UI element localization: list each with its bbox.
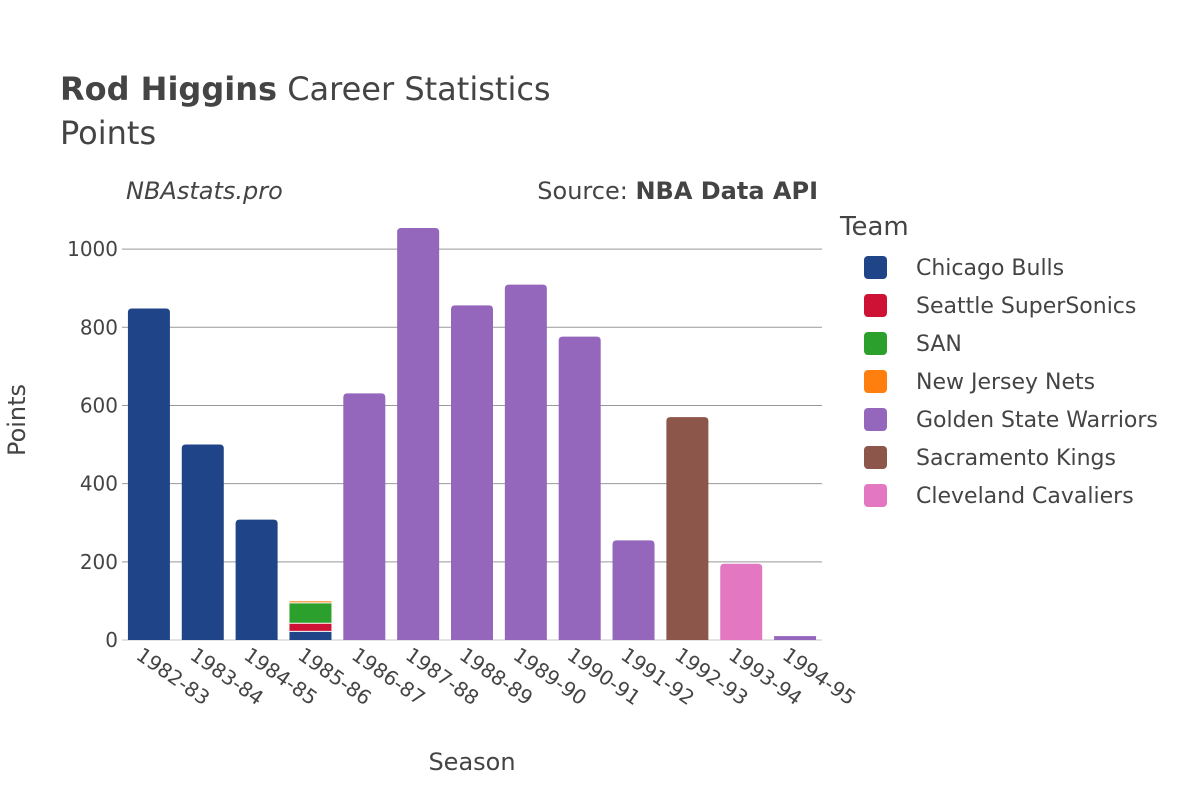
bar-1985-86-chicago-bulls[interactable]: [289, 631, 332, 640]
legend-item-label[interactable]: Sacramento Kings: [916, 446, 1116, 471]
chart-title-rest: Career Statistics: [277, 70, 551, 108]
bar-1985-86-san[interactable]: [289, 602, 332, 624]
bar-1986-87-golden-state-warriors[interactable]: [343, 393, 386, 640]
y-tick-label: 1000: [67, 237, 118, 261]
bar-1987-88-golden-state-warriors[interactable]: [397, 227, 440, 640]
bar-1992-93-sacramento-kings[interactable]: [666, 417, 709, 640]
legend-item-label[interactable]: Golden State Warriors: [916, 408, 1158, 433]
legend-item-label[interactable]: New Jersey Nets: [916, 370, 1095, 395]
legend-swatch: [864, 332, 887, 355]
legend-swatch: [864, 370, 887, 393]
y-tick-label: 400: [80, 472, 118, 496]
bar-1988-89-golden-state-warriors[interactable]: [451, 305, 493, 640]
legend: Chicago Bulls Seattle SuperSonics SAN New J…: [864, 256, 1158, 509]
y-tick-labels: 0 200 400 600 800 1000: [67, 237, 118, 652]
y-tick-label: 600: [80, 393, 118, 417]
bar-1994-95-golden-state-warriors[interactable]: [774, 636, 817, 640]
bar-1984-85-chicago-bulls[interactable]: [235, 519, 278, 640]
legend-item-label[interactable]: Chicago Bulls: [916, 256, 1064, 281]
y-tick-label: 200: [80, 550, 118, 574]
legend-swatch: [864, 408, 887, 431]
bar-1993-94-cleveland-cavaliers[interactable]: [720, 563, 763, 640]
legend-swatch: [864, 294, 887, 317]
chart-subtitle: Points: [60, 114, 156, 152]
source-note: Source: NBA Data API: [537, 177, 818, 205]
legend-item-label[interactable]: SAN: [916, 332, 962, 357]
source-value: NBA Data API: [635, 177, 818, 205]
legend-item-label[interactable]: Cleveland Cavaliers: [916, 484, 1134, 509]
bar-1990-91-golden-state-warriors[interactable]: [558, 336, 601, 640]
bars: [127, 227, 817, 640]
y-tick-label: 800: [80, 315, 118, 339]
legend-item-label[interactable]: Seattle SuperSonics: [916, 294, 1136, 319]
legend-swatch: [864, 484, 887, 507]
watermark: NBAstats.pro: [126, 177, 283, 205]
chart-title-name: Rod Higgins: [60, 70, 277, 108]
legend-swatch: [864, 256, 887, 279]
bar-1985-86-seattle-supersonics[interactable]: [289, 623, 332, 632]
bar-1985-86-new-jersey-nets[interactable]: [289, 601, 332, 603]
source-label: Source:: [537, 177, 635, 205]
legend-title: Team: [839, 212, 909, 242]
bar-1983-84-chicago-bulls[interactable]: [181, 444, 224, 640]
chart-title: Rod Higgins Career Statistics: [60, 70, 551, 108]
x-axis-title: Season: [428, 748, 515, 776]
y-tick-label: 0: [105, 628, 118, 652]
legend-swatch: [864, 446, 887, 469]
bar-1982-83-chicago-bulls[interactable]: [127, 308, 170, 640]
y-axis-title: Points: [3, 384, 31, 456]
bar-1989-90-golden-state-warriors[interactable]: [504, 284, 547, 640]
x-tick-labels: 1982-831983-841984-851985-861986-871987-…: [132, 642, 860, 710]
bar-1991-92-golden-state-warriors[interactable]: [612, 540, 655, 640]
